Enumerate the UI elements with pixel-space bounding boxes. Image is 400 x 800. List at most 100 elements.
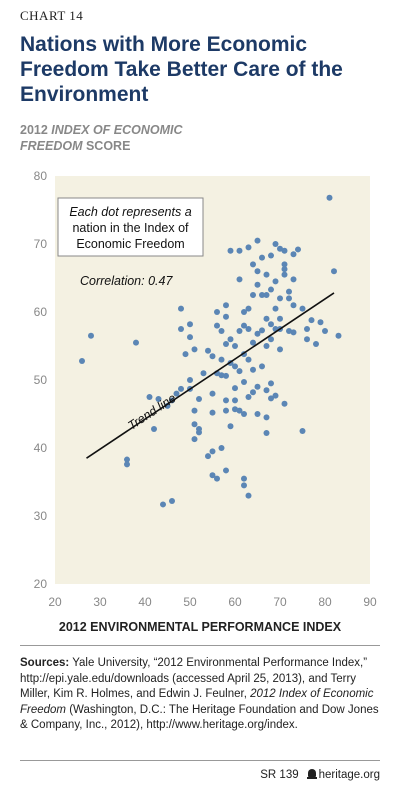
data-point	[250, 389, 256, 396]
data-point	[313, 340, 319, 347]
data-point	[214, 322, 220, 329]
data-point	[299, 305, 306, 312]
data-point	[263, 343, 270, 349]
data-point	[218, 445, 225, 451]
data-point	[245, 305, 252, 312]
data-point	[196, 429, 202, 436]
data-point	[268, 395, 274, 402]
data-point	[290, 329, 297, 336]
data-point	[277, 315, 283, 322]
data-point	[268, 252, 274, 259]
data-point	[277, 295, 283, 302]
data-point	[241, 322, 247, 329]
data-point	[268, 336, 274, 343]
data-point	[304, 326, 310, 332]
sources-heading: Sources:	[20, 657, 70, 669]
x-tick-label: 40	[138, 595, 152, 609]
x-tick-label: 50	[183, 595, 197, 609]
footer: SR 139 heritage.org	[260, 769, 380, 781]
data-point	[227, 423, 234, 430]
data-point	[223, 397, 229, 404]
sources-italic-title: 2012 Index of Economic Freedom	[20, 688, 374, 716]
data-point	[277, 245, 283, 252]
data-point	[173, 390, 180, 397]
data-point	[281, 271, 288, 278]
data-point	[236, 247, 243, 254]
data-point	[191, 421, 198, 428]
data-point	[227, 247, 234, 254]
divider-top	[20, 645, 380, 646]
y-tick-label: 50	[34, 373, 48, 387]
data-point	[286, 328, 292, 335]
y-tick-label: 80	[34, 169, 48, 183]
data-point	[281, 247, 288, 254]
data-point	[191, 436, 198, 443]
x-tick-label: 20	[48, 595, 62, 609]
data-point	[259, 254, 265, 261]
data-point	[241, 475, 247, 482]
data-point	[254, 330, 261, 337]
data-point	[254, 383, 261, 390]
sources-text-1: Yale University, “2012 Environmental Per…	[20, 657, 368, 700]
data-point	[218, 356, 225, 363]
data-point	[259, 327, 265, 334]
data-point	[241, 482, 247, 489]
data-point	[223, 372, 229, 379]
data-point	[250, 261, 256, 268]
data-point	[263, 387, 270, 394]
data-point	[254, 237, 261, 244]
y-tick-label: 30	[34, 509, 48, 523]
chart-title: Nations with More Economic Freedom Take …	[20, 33, 343, 106]
data-point	[326, 194, 333, 201]
data-point	[268, 286, 274, 293]
data-point	[205, 347, 211, 354]
data-point	[232, 363, 238, 370]
data-point	[308, 317, 315, 324]
data-point	[124, 456, 130, 463]
data-point	[272, 392, 279, 399]
data-point	[254, 281, 261, 288]
data-point	[178, 305, 184, 312]
x-tick-label: 30	[93, 595, 107, 609]
data-point	[218, 328, 225, 335]
data-point	[209, 409, 216, 416]
data-point	[209, 448, 216, 455]
y-tick-label: 60	[34, 305, 48, 319]
chart-number-label: CHART 14	[20, 8, 84, 23]
data-point	[236, 328, 243, 335]
data-point	[290, 276, 297, 283]
data-point	[245, 356, 252, 363]
data-point	[272, 241, 279, 247]
data-point	[223, 467, 229, 474]
data-point	[169, 498, 175, 505]
data-point	[317, 319, 324, 326]
data-point	[223, 407, 229, 414]
data-point	[182, 351, 189, 358]
data-point	[295, 246, 301, 253]
data-point	[272, 305, 279, 312]
data-point	[281, 400, 288, 407]
x-tick-label: 80	[318, 595, 332, 609]
data-point	[133, 339, 139, 346]
site-link[interactable]: heritage.org	[318, 769, 380, 781]
data-point	[254, 411, 261, 417]
data-point	[245, 394, 252, 400]
data-point	[232, 343, 238, 349]
divider-bottom	[20, 760, 380, 761]
data-point	[187, 377, 193, 383]
data-point	[232, 406, 238, 413]
data-point	[124, 461, 130, 468]
data-point	[205, 453, 211, 460]
data-point	[268, 380, 274, 387]
data-point	[250, 366, 256, 373]
annotation-box	[57, 197, 204, 257]
data-point	[209, 390, 216, 397]
data-point	[241, 379, 247, 386]
data-point	[241, 411, 247, 417]
data-point	[178, 385, 184, 392]
data-point	[335, 332, 342, 339]
annotation-line-1: Each dot represents a	[69, 205, 191, 219]
data-point	[209, 353, 216, 360]
data-point	[187, 334, 193, 341]
